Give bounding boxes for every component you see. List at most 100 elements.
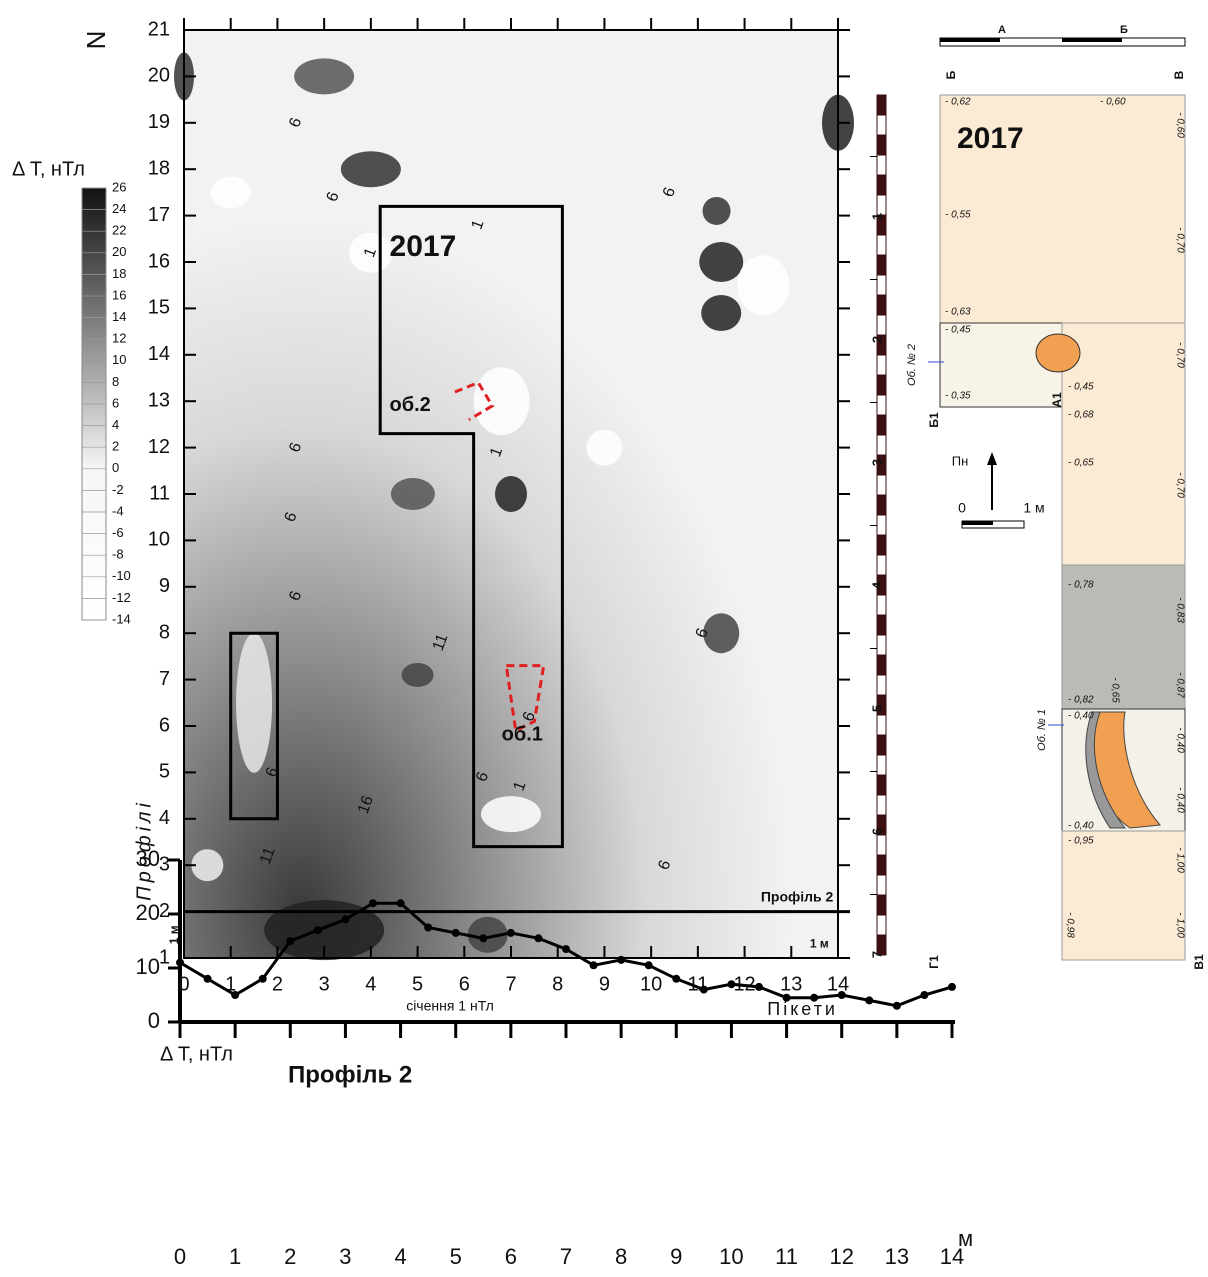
scale-segment [876,874,887,896]
point [451,928,460,937]
scale-segment [876,794,887,816]
depth-label: - 0,40 [1068,711,1094,722]
anomaly [191,849,224,882]
y-tick-label: 21 [148,18,170,40]
annotation: 1 м [810,936,829,950]
anomaly [210,176,251,209]
depth-label: - 0,45 [945,325,971,336]
colorbar-label: -6 [112,525,124,540]
point [782,993,791,1002]
colorbar-label: -14 [112,611,131,626]
scale-segment [876,194,887,216]
x-tick-label: 11 [775,1244,798,1269]
y-tick-label: 3 [159,853,170,875]
x-tick-label: 10 [640,973,662,995]
colorbar-label: 16 [112,287,126,302]
depth-label: - 0,40 [1068,821,1094,832]
scale-label: 2 [869,336,884,343]
colorbar-label: 26 [112,179,126,194]
colorbar-label: 20 [112,244,126,259]
plan-area [1061,564,1186,710]
scale-segment [876,474,887,496]
scale-segment [876,734,887,756]
scale-label: 1 [869,213,884,220]
depth-label: - 0,35 [945,391,971,402]
scale-segment [876,394,887,416]
colorbar-label: 10 [112,352,126,367]
x-tick-label: 5 [412,973,423,995]
scale-segment [876,314,887,336]
find [1085,711,1127,829]
depth-label: - 0,55 [945,210,971,221]
x-tick-label: 3 [339,1244,351,1269]
colorbar-label: -2 [112,482,124,497]
scale-segment [876,434,887,456]
scale-segment [876,234,887,256]
x-tick-label: 4 [394,1244,406,1269]
colorbar-label: 0 [112,460,119,475]
note: січення 1 нТл [406,998,494,1014]
corner-label: Г1 [927,955,941,969]
colorbar-label: 12 [112,331,126,346]
scale-segment [876,594,887,616]
scale-segment [876,614,887,636]
depth-label: - 0,68 [1068,410,1094,421]
scale-segment [876,514,887,536]
scale-label: 6 [869,828,884,835]
scale-letter: Б [1120,24,1128,36]
y-tick-label: 16 [148,250,170,272]
x-tick-label: 9 [599,973,610,995]
point [534,934,543,943]
colorbar-label: -4 [112,503,124,518]
depth-label: - 0,95 [1068,836,1094,847]
x-tick-label: 8 [552,973,563,995]
y-axis-label: Δ T, нТл [160,1043,233,1065]
depth-label: - 0,65 [1068,458,1094,469]
contour-label: 11 [430,632,452,654]
y-tick-label: 11 [149,482,170,504]
contour-label: 11 [257,845,279,867]
scale-segment [876,674,887,696]
depth-label: - 0,87 [1174,672,1185,698]
scale-letter: А [998,24,1006,36]
y-tick-label: 6 [159,714,170,736]
x-tick-label: 2 [284,1244,296,1269]
point [699,985,708,994]
x-tick-label: 4 [365,973,376,995]
depth-label: - 0,45 [1068,382,1094,393]
y-tick-label: 5 [159,761,170,783]
anomaly [467,916,508,953]
scale-segment [876,294,887,316]
colorbar-label: 18 [112,266,126,281]
scale-segment [876,894,887,916]
depth-label: - 0,70 [1174,342,1185,368]
scale-segment [876,634,887,656]
object-label: Об. № 2 [906,344,918,386]
depth-label: - 0,62 [945,97,971,108]
x-tick-label: 1 [225,973,236,995]
colorbar-label: -8 [112,547,124,562]
y-tick-label: 2 [159,900,170,922]
anomaly [348,232,393,273]
y-tick-label: 4 [159,807,170,829]
corner-label: Б [944,70,958,79]
annotation: об.1 [502,724,543,746]
x-unit: м [958,1226,973,1251]
feature-outline [454,380,495,422]
anomaly [586,429,623,466]
anomaly [702,196,731,225]
depth-label: - 0,40 [1174,727,1185,753]
corner-label: В1 [1192,954,1206,970]
plan-year: 2017 [957,122,1024,155]
point [727,980,736,989]
x-tick-label: 8 [615,1244,627,1269]
point [341,915,350,924]
anomaly [340,151,401,188]
x-tick-label: 12 [829,1244,853,1269]
x-tick-label: 13 [780,973,802,995]
x-tick-label: 6 [505,1244,517,1269]
scale-segment [876,854,887,876]
scale-segment [876,554,887,576]
y-tick-label: 20 [136,900,160,925]
